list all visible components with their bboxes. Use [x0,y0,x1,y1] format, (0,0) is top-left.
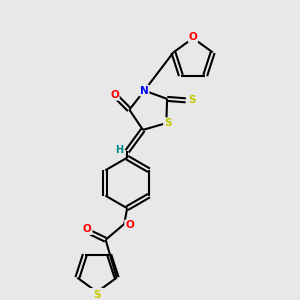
Text: S: S [188,95,196,105]
Text: O: O [110,90,119,100]
Text: S: S [164,118,172,128]
Text: H: H [115,145,123,155]
Text: S: S [93,290,101,300]
Text: O: O [189,32,197,42]
Text: O: O [83,224,92,234]
Text: O: O [125,220,134,230]
Text: N: N [140,85,149,96]
